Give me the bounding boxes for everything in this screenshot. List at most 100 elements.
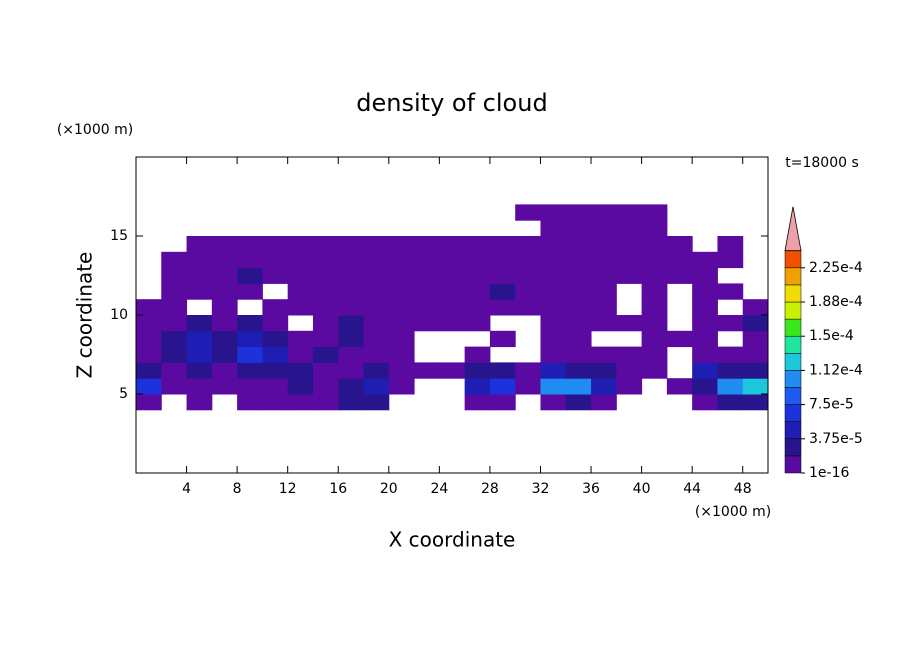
x-unit: (×1000 m) — [695, 504, 771, 520]
contour-cell — [287, 394, 314, 411]
contour-cell — [464, 315, 491, 332]
x-tick-label: 16 — [329, 481, 347, 497]
contour-cell — [641, 346, 668, 363]
contour-cell — [211, 315, 238, 332]
contour-cell — [186, 315, 213, 332]
colorbar-band — [784, 284, 802, 303]
contour-cell — [717, 251, 744, 269]
contour-cell — [186, 283, 213, 300]
contour-cell — [363, 394, 390, 411]
contour-cell — [287, 330, 314, 348]
contour-cell — [211, 283, 238, 300]
contour-cell — [591, 315, 617, 332]
contour-cell — [692, 299, 718, 316]
contour-cell — [666, 236, 693, 253]
contour-cell — [161, 299, 188, 316]
contour-cell — [565, 267, 592, 284]
contour-cell — [540, 299, 567, 316]
colorbar-extend — [784, 206, 802, 252]
x-tick-label: 28 — [481, 481, 499, 497]
contour-cell — [338, 299, 365, 316]
contour-cell — [742, 299, 769, 316]
contour-cell — [717, 236, 744, 253]
contour-cell — [312, 251, 339, 269]
contour-cell — [692, 330, 718, 348]
contour-cell — [641, 220, 668, 237]
contour-cell — [515, 204, 541, 221]
x-tick-label: 24 — [430, 481, 448, 497]
contour-field — [136, 204, 769, 411]
contour-cell — [565, 236, 592, 253]
contour-cell — [742, 378, 769, 395]
contour-cell — [591, 267, 617, 284]
contour-cell — [388, 299, 415, 316]
contour-cell — [262, 251, 289, 269]
contour-cell — [742, 346, 769, 363]
contour-cell — [540, 394, 567, 411]
contour-cell — [565, 330, 592, 348]
contour-cell — [641, 204, 668, 221]
contour-cell — [565, 283, 592, 300]
contour-cell — [641, 267, 668, 284]
contour-cell — [388, 315, 415, 332]
contour-cell — [388, 346, 415, 363]
contour-cell — [489, 394, 516, 411]
contour-cell — [161, 330, 188, 348]
contour-cell — [641, 283, 668, 300]
x-tick-label: 40 — [633, 481, 651, 497]
contour-cell — [464, 378, 491, 395]
contour-cell — [262, 267, 289, 284]
x-axis-label: X coordinate — [389, 528, 516, 552]
contour-cell — [692, 394, 718, 411]
colorbar-band — [784, 421, 802, 440]
contour-cell — [666, 251, 693, 269]
contour-cell — [363, 362, 390, 379]
x-tick-label: 36 — [582, 481, 600, 497]
contour-cell — [262, 394, 289, 411]
colorbar-band — [784, 250, 802, 269]
contour-cell — [287, 299, 314, 316]
contour-cell — [161, 251, 188, 269]
contour-cell — [338, 315, 365, 332]
contour-cell — [136, 394, 162, 411]
contour-cell — [565, 346, 592, 363]
contour-cell — [287, 378, 314, 395]
contour-cell — [641, 330, 668, 348]
contour-cell — [464, 283, 491, 300]
contour-cell — [237, 251, 263, 269]
colorbar-tick-label: 1.88e-4 — [809, 294, 863, 310]
colorbar-band — [784, 387, 802, 405]
contour-cell — [237, 346, 263, 363]
contour-cell — [211, 267, 238, 284]
contour-cell — [237, 330, 263, 348]
contour-cell — [136, 346, 162, 363]
contour-cell — [692, 251, 718, 269]
contour-cell — [237, 378, 263, 395]
x-tick-label: 4 — [182, 481, 191, 497]
contour-cell — [312, 267, 339, 284]
contour-cell — [692, 283, 718, 300]
contour-cell — [262, 346, 289, 363]
contour-cell — [439, 299, 466, 316]
contour-cell — [211, 330, 238, 348]
contour-cell — [439, 362, 466, 379]
contour-cell — [717, 315, 744, 332]
contour-cell — [565, 299, 592, 316]
colorbar-tick-label: 3.75e-5 — [809, 431, 863, 447]
contour-cell — [540, 204, 567, 221]
contour-cell — [641, 315, 668, 332]
contour-cell — [591, 394, 617, 411]
contour-cell — [692, 346, 718, 363]
contour-cell — [414, 315, 440, 332]
contour-cell — [186, 346, 213, 363]
contour-cell — [237, 236, 263, 253]
colorbar-band — [784, 267, 802, 286]
contour-cell — [591, 362, 617, 379]
contour-cell — [136, 315, 162, 332]
contour-cell — [161, 283, 188, 300]
contour-cell — [591, 251, 617, 269]
contour-cell — [540, 267, 567, 284]
x-tick-label: 48 — [734, 481, 752, 497]
contour-cell — [237, 283, 263, 300]
contour-cell — [439, 267, 466, 284]
